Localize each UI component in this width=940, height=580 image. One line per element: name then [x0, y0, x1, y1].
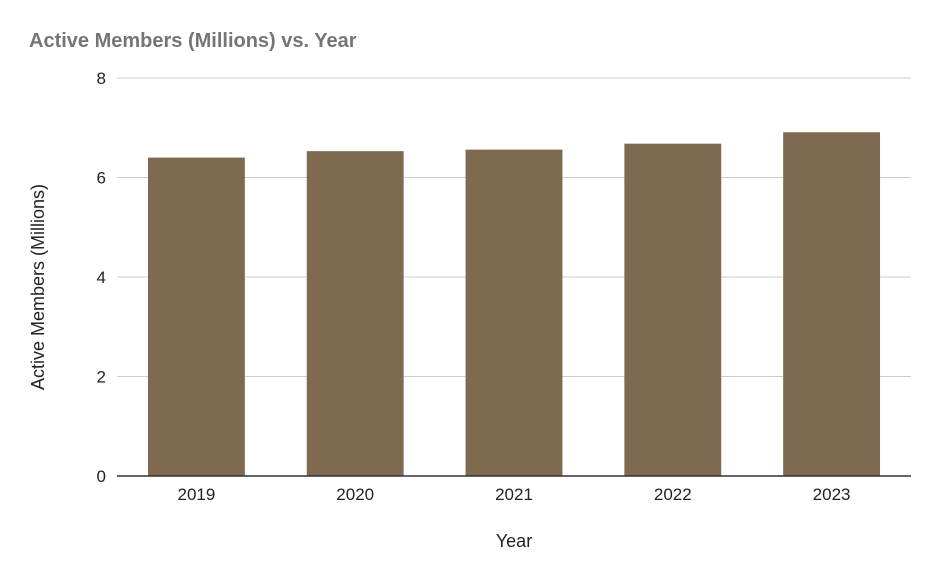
- x-tick-label: 2023: [813, 485, 851, 504]
- x-tick-label: 2020: [336, 485, 374, 504]
- bar-2022: [624, 143, 722, 477]
- y-tick-label: 6: [97, 169, 106, 188]
- y-axis-label: Active Members (Millions): [28, 184, 48, 390]
- bar-2023: [783, 132, 881, 477]
- x-axis-label: Year: [496, 531, 532, 551]
- x-tick-label: 2021: [495, 485, 533, 504]
- bar-2019: [147, 157, 245, 476]
- y-tick-label: 2: [97, 368, 106, 387]
- bars: [147, 132, 881, 477]
- x-tick-label: 2019: [177, 485, 215, 504]
- chart-title: Active Members (Millions) vs. Year: [29, 30, 357, 52]
- y-tick-label: 4: [97, 268, 106, 287]
- x-tick-labels: 2019 2020 2021 2022 2023: [177, 485, 850, 504]
- bar-2021: [465, 149, 563, 476]
- y-tick-label: 8: [97, 69, 106, 88]
- bar-2020: [306, 151, 404, 476]
- x-tick-label: 2022: [654, 485, 692, 504]
- y-tick-labels: 0 2 4 6 8: [97, 69, 106, 486]
- y-tick-label: 0: [97, 467, 106, 486]
